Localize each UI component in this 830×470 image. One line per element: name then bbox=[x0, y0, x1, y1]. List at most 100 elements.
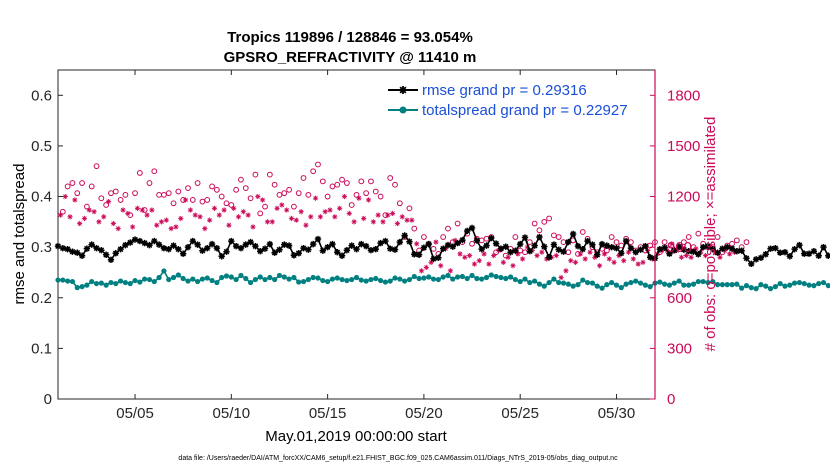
spread-point bbox=[479, 276, 485, 282]
obs-possible-point bbox=[550, 232, 557, 239]
obs-possible-point bbox=[103, 202, 110, 208]
spread-point bbox=[305, 276, 311, 283]
obs-assimilated-point bbox=[149, 207, 155, 213]
obs-assimilated-point bbox=[438, 263, 444, 269]
rmse-point bbox=[622, 237, 630, 245]
obs-assimilated-point bbox=[553, 252, 559, 259]
rmse-point bbox=[502, 243, 509, 250]
obs-possible-point bbox=[69, 180, 76, 186]
obs-assimilated-point bbox=[409, 217, 415, 223]
rmse-point bbox=[218, 253, 225, 260]
rmse-point bbox=[122, 241, 129, 249]
y-axis-right-label: # of obs: o=possible; ×=assimilated bbox=[702, 117, 719, 352]
rmse-point bbox=[483, 242, 490, 249]
rmse-point bbox=[170, 242, 177, 249]
obs-assimilated-point bbox=[62, 193, 68, 200]
spread-point bbox=[161, 268, 167, 274]
spread-point bbox=[315, 275, 321, 281]
spread-point bbox=[209, 277, 215, 284]
spread-point bbox=[633, 278, 639, 284]
spread-point bbox=[435, 276, 441, 283]
obs-assimilated-point bbox=[491, 252, 497, 259]
rmse-point bbox=[685, 248, 692, 255]
rmse-point bbox=[646, 254, 654, 261]
obs-assimilated-point bbox=[72, 197, 78, 203]
rmse-point bbox=[757, 254, 765, 261]
spread-point bbox=[238, 272, 244, 279]
rmse-point bbox=[74, 249, 81, 256]
spread-point bbox=[320, 277, 326, 284]
obs-possible-point bbox=[194, 180, 201, 186]
obs-possible-point bbox=[396, 200, 403, 207]
spread-point bbox=[464, 275, 470, 282]
obs-assimilated-point bbox=[447, 268, 453, 274]
rmse-point bbox=[213, 244, 221, 252]
obs-possible-point bbox=[729, 240, 735, 247]
spread-point bbox=[570, 283, 576, 289]
y-tick-label: 0.5 bbox=[31, 138, 52, 155]
obs-possible-point bbox=[319, 178, 326, 185]
spread-point bbox=[642, 282, 648, 288]
rmse-point bbox=[415, 251, 423, 258]
obs-possible-point bbox=[440, 234, 447, 240]
obs-assimilated-point bbox=[356, 195, 362, 201]
obs-possible-point bbox=[512, 234, 519, 240]
spread-point bbox=[743, 283, 750, 289]
rmse-point bbox=[199, 247, 206, 254]
rmse-point bbox=[281, 241, 288, 248]
obs-assimilated-point bbox=[115, 225, 121, 232]
obs-assimilated-point bbox=[462, 254, 468, 260]
x-tick-label: 05/10 bbox=[213, 405, 251, 422]
rmse-point bbox=[83, 245, 91, 252]
obs-assimilated-point bbox=[308, 214, 314, 220]
spread-point bbox=[127, 280, 133, 287]
spread-point bbox=[666, 282, 673, 288]
spread-point bbox=[214, 279, 220, 286]
obs-assimilated-point bbox=[597, 263, 603, 269]
obs-possible-point bbox=[257, 210, 264, 217]
obs-assimilated-point bbox=[269, 219, 275, 225]
obs-assimilated-point bbox=[182, 197, 189, 203]
obs-assimilated-point bbox=[365, 197, 372, 203]
rmse-point bbox=[767, 245, 774, 252]
obs-possible-point bbox=[59, 208, 66, 215]
rmse-point bbox=[478, 245, 485, 253]
spread-point bbox=[300, 278, 307, 285]
spread-point bbox=[55, 277, 61, 283]
rmse-point bbox=[362, 242, 370, 250]
obs-possible-point bbox=[199, 198, 206, 205]
rmse-point bbox=[569, 230, 577, 238]
rmse-point bbox=[88, 241, 95, 248]
rmse-point bbox=[762, 251, 769, 258]
obs-assimilated-point bbox=[433, 239, 439, 245]
y-axis-label: rmse and totalspread bbox=[11, 164, 28, 305]
rmse-point bbox=[401, 232, 408, 239]
spread-point bbox=[426, 274, 432, 280]
rmse-point bbox=[151, 237, 158, 245]
spread-point bbox=[60, 277, 66, 283]
spread-point bbox=[758, 282, 764, 288]
y-tick-label: 0.1 bbox=[31, 340, 52, 357]
spread-point bbox=[522, 276, 528, 282]
obs-possible-point bbox=[146, 180, 153, 186]
rmse-point bbox=[618, 250, 625, 257]
rmse-point bbox=[59, 244, 67, 252]
obs-possible-point bbox=[579, 229, 586, 235]
spread-point bbox=[358, 277, 364, 283]
spread-point bbox=[782, 283, 788, 289]
rmse-point bbox=[290, 252, 298, 259]
rmse-point bbox=[353, 245, 360, 253]
spread-point bbox=[416, 275, 422, 282]
spread-point bbox=[507, 274, 514, 280]
rmse-point bbox=[497, 245, 505, 252]
obs-assimilated-point bbox=[346, 210, 352, 217]
spread-point bbox=[787, 282, 793, 288]
spread-point bbox=[98, 280, 104, 286]
obs-assimilated-point bbox=[370, 219, 376, 225]
spread-point bbox=[199, 276, 206, 282]
spread-point bbox=[710, 278, 716, 285]
rmse-point bbox=[189, 237, 197, 245]
x-tick-label: 05/25 bbox=[501, 405, 539, 422]
rmse-point bbox=[791, 245, 798, 253]
rmse-point bbox=[295, 250, 302, 257]
